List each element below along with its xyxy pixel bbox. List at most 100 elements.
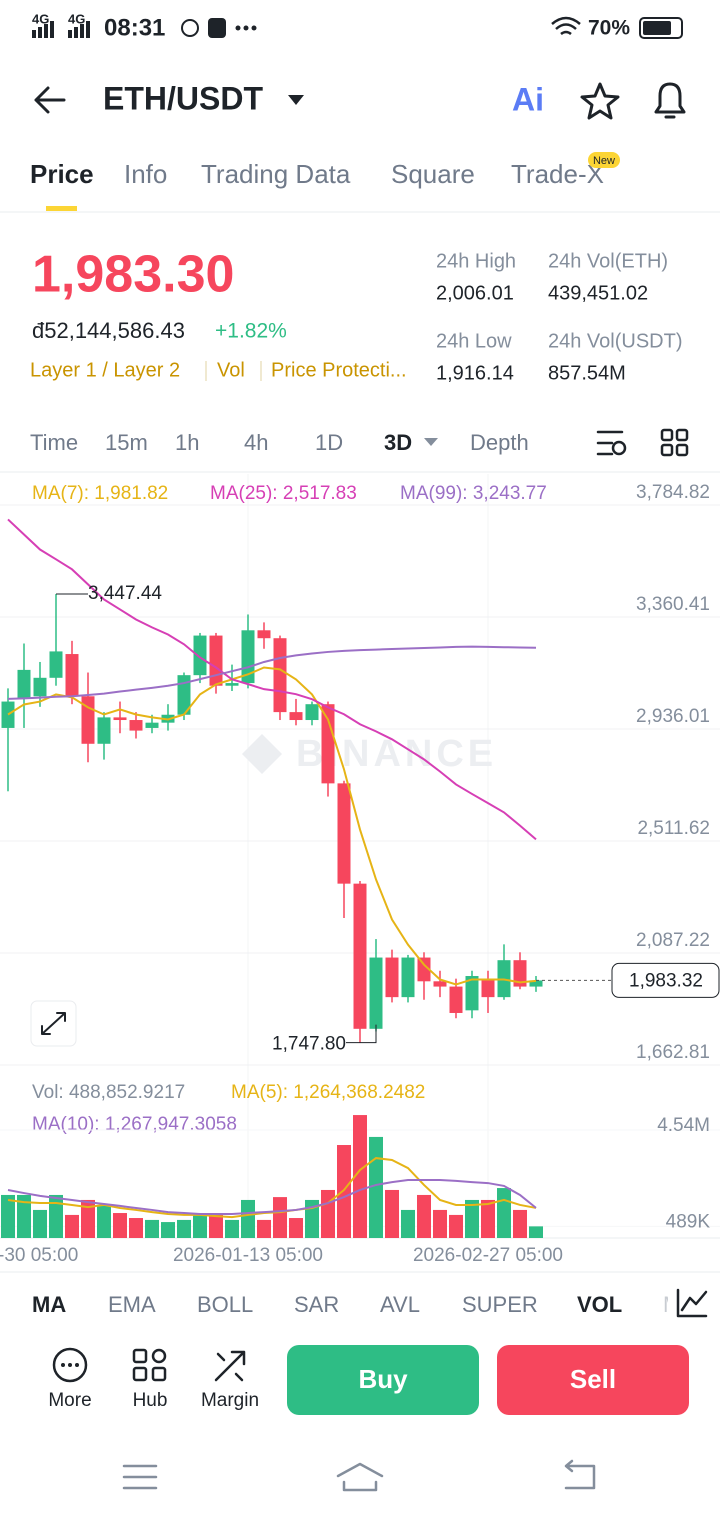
chart: 3,784.82 3,360.41 2,936.01 2,511.62 2,087.22… [0, 482, 720, 1238]
x-tick-label: -30 05:00 [0, 1245, 78, 1266]
volume-bar [385, 1189, 399, 1238]
indicator[interactable]: MA [32, 1292, 66, 1317]
timeframe[interactable]: 1D [315, 430, 343, 455]
tag[interactable]: Layer 1 / Layer 2 [30, 359, 180, 381]
indicator[interactable]: BOLL [197, 1292, 253, 1317]
stat-value: 1,916.14 [436, 362, 514, 384]
action-label[interactable]: Hub [133, 1390, 168, 1411]
volume-bar [337, 1145, 351, 1238]
volume-bar [225, 1219, 239, 1238]
favorite-button[interactable] [580, 82, 620, 120]
candle-body [369, 957, 383, 1029]
home-button[interactable] [336, 1462, 384, 1492]
buy-button[interactable] [287, 1345, 479, 1415]
indicator[interactable]: AVL [380, 1292, 420, 1317]
candle-body [241, 630, 255, 684]
volume-bar [513, 1209, 527, 1238]
timeframe-caret[interactable] [424, 438, 438, 446]
candle-body [49, 651, 63, 678]
ma-line [7, 666, 537, 986]
last-price-label: 1,983.32 [629, 970, 703, 991]
margin-icon[interactable] [214, 1350, 246, 1382]
indicator[interactable]: EMA [108, 1292, 156, 1317]
volume-bar [161, 1222, 175, 1238]
indicator[interactable]: SAR [294, 1292, 339, 1317]
back-nav[interactable] [564, 1459, 596, 1490]
action-label[interactable]: Margin [201, 1390, 259, 1411]
signal-icon [32, 21, 90, 38]
sell-button[interactable] [497, 1345, 689, 1415]
tag[interactable]: Price Protecti... [271, 359, 407, 381]
timeframe[interactable]: 15m [105, 430, 148, 455]
tab[interactable]: Square [391, 159, 475, 189]
more-icon [235, 25, 257, 31]
tab[interactable]: Trading Data [201, 159, 351, 189]
timeframe[interactable]: 1h [175, 430, 199, 455]
y-tick-label: 3,784.82 [636, 482, 710, 503]
chart-settings[interactable] [596, 430, 624, 456]
indicator[interactable]: SUPER [462, 1292, 538, 1317]
last-price: 1,983.30 [32, 246, 234, 304]
volume-ma-line [7, 1178, 537, 1215]
volume-bar [289, 1218, 303, 1238]
indicator[interactable]: VOL [577, 1292, 622, 1317]
candle-body [513, 960, 527, 987]
price-change: +1.82% [215, 320, 287, 343]
timeframe[interactable]: Time [30, 430, 78, 455]
battery-icon [639, 17, 683, 39]
alert-button[interactable] [654, 82, 686, 119]
volume-ma-legend: MA(10): 1,267,947.3058 [32, 1114, 237, 1135]
candle-body [177, 675, 191, 715]
volume-bar [113, 1213, 127, 1238]
fullscreen-icon [41, 1012, 66, 1035]
volume-bar [321, 1189, 335, 1238]
more-dots [61, 1363, 79, 1367]
ai-button[interactable]: Ai [512, 81, 544, 117]
volume-bar [481, 1199, 495, 1238]
pair-selector[interactable]: ETH/USDT [103, 80, 263, 116]
candle-body [449, 986, 463, 1013]
candle-body [225, 683, 239, 686]
app-icon [181, 19, 199, 37]
tab[interactable]: Trade-X [511, 159, 604, 189]
layout-button[interactable] [660, 428, 689, 457]
volume-bar [433, 1209, 447, 1238]
indicator-fade [668, 1284, 720, 1328]
action-label[interactable]: More [48, 1390, 91, 1411]
timeframe[interactable]: Depth [470, 430, 529, 455]
indicator-settings[interactable] [676, 1288, 708, 1318]
candle-body [401, 957, 415, 998]
tag[interactable]: Vol [217, 359, 245, 381]
pair-caret[interactable] [288, 95, 304, 105]
recent-apps[interactable] [122, 1464, 158, 1490]
timeframe[interactable]: 3D [384, 430, 412, 455]
volume-bar [401, 1209, 415, 1238]
candle-body [273, 638, 287, 713]
volume-legend: Vol: 488,852.9217 [32, 1082, 185, 1103]
volume-bar [257, 1219, 271, 1238]
candle-body [529, 980, 543, 987]
hub-icon[interactable] [132, 1348, 167, 1382]
x-tick-label: 2026-01-13 05:00 [173, 1245, 323, 1266]
candle-body [97, 717, 111, 744]
back-button[interactable] [34, 86, 66, 114]
annotation-line [346, 1024, 377, 1044]
candle-body [417, 957, 431, 982]
ma-legend: MA(7): 1,981.82 [32, 483, 168, 504]
ma-legend: MA(25): 2,517.83 [210, 483, 357, 504]
more-icon[interactable] [52, 1347, 88, 1383]
badge [588, 152, 620, 168]
tab-indicator [46, 206, 77, 211]
volume-bar [209, 1213, 223, 1238]
timeframe[interactable]: 4h [244, 430, 268, 455]
ma-legend: MA(99): 3,243.77 [400, 483, 547, 504]
tab[interactable]: Price [30, 159, 94, 189]
volume-bar [369, 1136, 383, 1238]
volume-bar [129, 1218, 143, 1238]
watermark-logo [242, 734, 282, 774]
stat-value: 439,451.02 [548, 282, 648, 304]
tab[interactable]: Info [124, 159, 167, 189]
volume-bar [305, 1199, 319, 1238]
candle-body [465, 976, 479, 1011]
candle-body [385, 957, 399, 998]
